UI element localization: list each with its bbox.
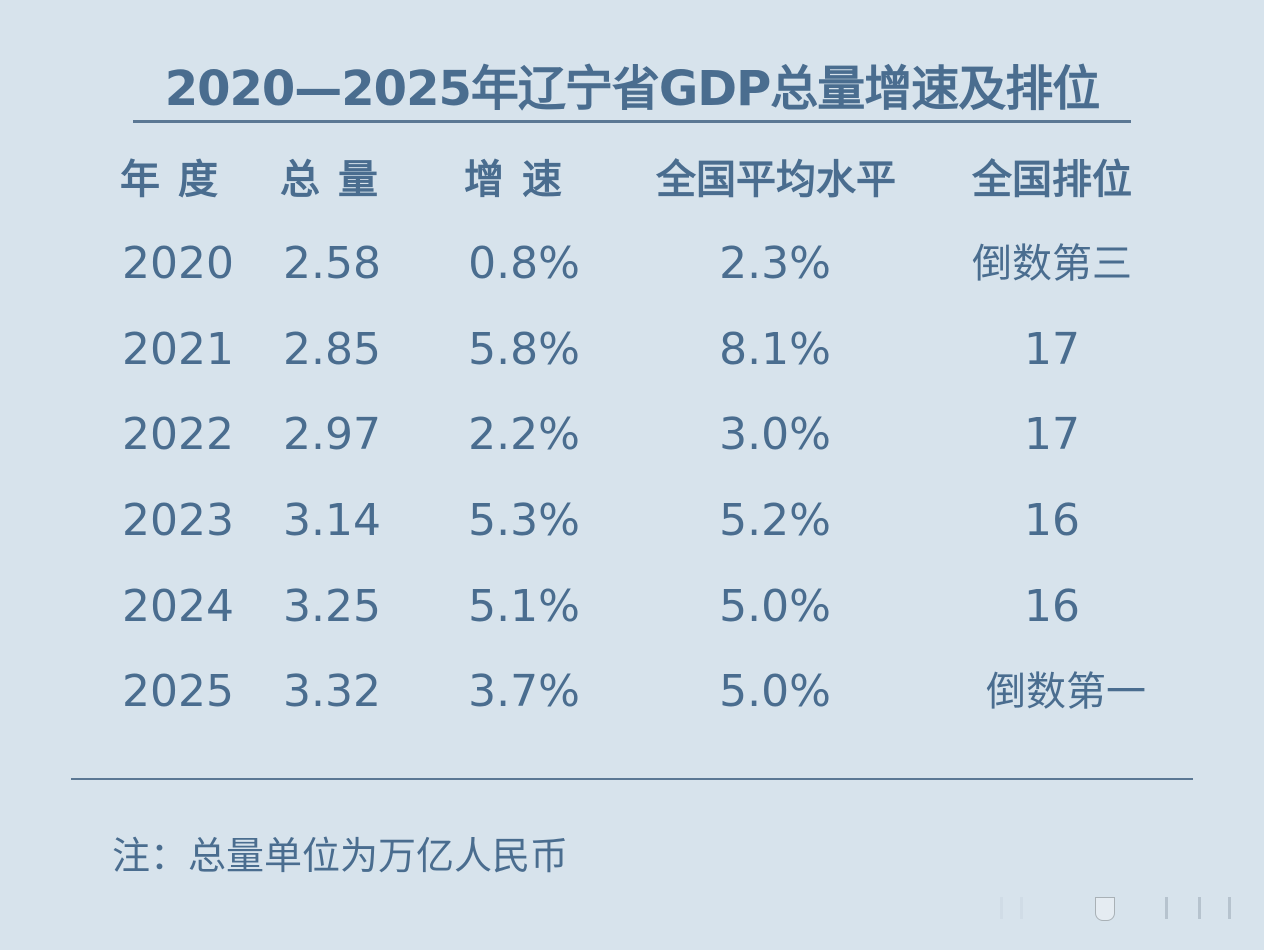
cell-year: 2023: [122, 495, 234, 546]
cell-rank: 倒数第三: [972, 241, 1132, 287]
cell-year: 2021: [122, 324, 234, 375]
cell-rank: 16: [1024, 581, 1080, 632]
cell-growth: 2.2%: [468, 409, 580, 460]
cell-national-average: 3.0%: [719, 409, 831, 460]
cell-national-average: 5.0%: [719, 666, 831, 717]
cell-total: 2.85: [283, 324, 381, 375]
cell-total: 3.32: [283, 666, 381, 717]
cell-growth: 3.7%: [468, 666, 580, 717]
table-row: 2023 3.14 5.3% 5.2% 16: [0, 491, 1264, 551]
table-row: 2021 2.85 5.8% 8.1% 17: [0, 320, 1264, 380]
cell-total: 3.25: [283, 581, 381, 632]
title-underline: [133, 120, 1131, 123]
cell-national-average: 8.1%: [719, 324, 831, 375]
cell-growth: 5.8%: [468, 324, 580, 375]
table-row: 2020 2.58 0.8% 2.3% 倒数第三: [0, 234, 1264, 294]
cell-national-average: 5.0%: [719, 581, 831, 632]
cell-year: 2022: [122, 409, 234, 460]
table-row: 2022 2.97 2.2% 3.0% 17: [0, 405, 1264, 465]
cell-year: 2020: [122, 238, 234, 289]
header-total: 总量: [280, 157, 396, 203]
cell-total: 2.97: [283, 409, 381, 460]
cell-rank: 16: [1024, 495, 1080, 546]
cell-growth: 5.1%: [468, 581, 580, 632]
cell-growth: 0.8%: [468, 238, 580, 289]
cell-total: 2.58: [283, 238, 381, 289]
footnote: 注：总量单位为万亿人民币: [112, 834, 569, 878]
table-row: 2024 3.25 5.1% 5.0% 16: [0, 577, 1264, 637]
table-row: 2025 3.32 3.7% 5.0% 倒数第一: [0, 662, 1264, 722]
header-growth: 增速: [464, 157, 580, 203]
table-header: 年度 总量 增速 全国平均水平 全国排位: [0, 150, 1264, 210]
header-national-average: 全国平均水平: [656, 157, 896, 203]
cell-rank: 17: [1024, 409, 1080, 460]
cell-rank: 倒数第一: [986, 669, 1146, 715]
header-year: 年度: [120, 157, 236, 203]
cell-year: 2024: [122, 581, 234, 632]
cell-national-average: 5.2%: [719, 495, 831, 546]
watermark-icon: [1000, 893, 1240, 923]
cell-year: 2025: [122, 666, 234, 717]
cell-total: 3.14: [283, 495, 381, 546]
cell-national-average: 2.3%: [719, 238, 831, 289]
page-title: 2020—2025年辽宁省GDP总量增速及排位: [164, 61, 1101, 117]
cell-rank: 17: [1024, 324, 1080, 375]
header-national-rank: 全国排位: [972, 157, 1132, 203]
divider: [71, 778, 1193, 780]
cell-growth: 5.3%: [468, 495, 580, 546]
